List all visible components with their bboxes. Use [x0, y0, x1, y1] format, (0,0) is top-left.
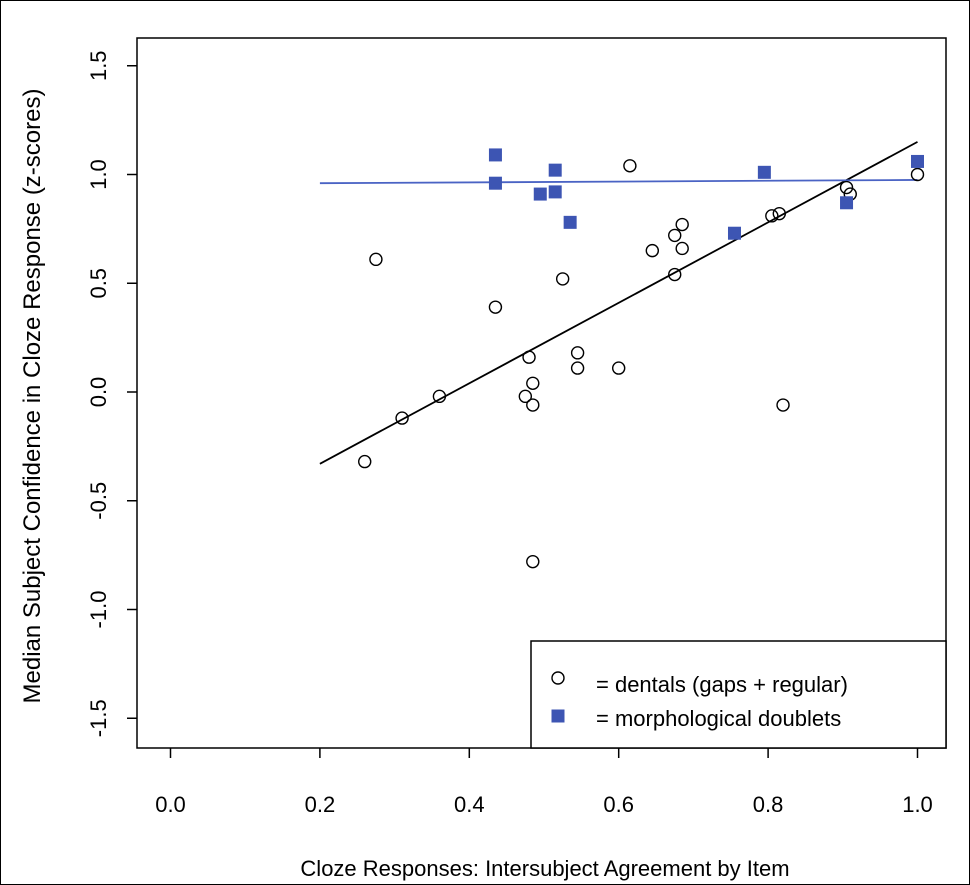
dental-point	[765, 209, 779, 223]
doublet-point	[488, 176, 502, 190]
y-tick-label: 1.0	[86, 159, 111, 190]
dental-point	[675, 217, 689, 232]
y-tick-label: -1.0	[86, 591, 111, 629]
x-tick-label: 0.8	[753, 792, 784, 817]
legend-circle-marker	[551, 671, 565, 685]
dental-point	[432, 389, 447, 404]
dental-point	[555, 272, 570, 286]
dental-point	[369, 252, 383, 267]
dental-point	[526, 376, 540, 390]
dental-point	[570, 361, 585, 375]
dental-point	[675, 241, 689, 256]
doublet-point	[911, 154, 924, 168]
legend: = dentals (gaps + regular) = morphologica…	[530, 640, 947, 749]
dental-point	[358, 454, 372, 469]
doublet-point	[548, 185, 562, 199]
dental-point	[395, 411, 409, 425]
dental-point	[668, 228, 682, 243]
dental-point	[645, 243, 660, 258]
dental-point	[839, 180, 854, 195]
legend-label-dentals: = dentals (gaps + regular)	[596, 672, 848, 697]
dental-point	[526, 554, 540, 569]
y-tick-label: -0.5	[86, 482, 111, 520]
doublet-point	[727, 226, 741, 240]
doublet-point	[840, 196, 854, 210]
y-tick-label: 0.0	[86, 377, 111, 408]
doublet-point	[488, 148, 502, 162]
x-tick-label: 0.6	[603, 792, 634, 817]
y-tick-label: 0.5	[86, 268, 111, 299]
doublet-point	[533, 187, 547, 201]
dental-point	[488, 300, 503, 314]
x-tick-label: 0.0	[155, 792, 186, 817]
dental-point	[522, 350, 536, 364]
dental-point	[772, 206, 787, 221]
y-tick-label: 1.5	[86, 50, 111, 81]
doublet-point	[563, 215, 577, 229]
x-axis: 0.0 0.2 0.4 0.6 0.8 1.0	[155, 748, 933, 817]
legend-square-marker	[551, 709, 565, 723]
dental-point	[910, 167, 925, 182]
x-tick-label: 0.2	[305, 792, 336, 817]
y-axis: -1.5 -1.0 -0.5 0.0 0.5 1.0 1.5	[86, 50, 137, 737]
dental-point	[623, 159, 637, 173]
doublet-point	[757, 165, 771, 179]
fit-lines	[319, 141, 918, 465]
dental-point	[612, 361, 626, 375]
dental-point	[776, 398, 790, 412]
data-points	[358, 148, 925, 569]
legend-label-doublets: = morphological doublets	[596, 706, 841, 731]
x-axis-label: Cloze Responses: Intersubject Agreement …	[300, 856, 789, 881]
x-tick-label: 1.0	[902, 792, 933, 817]
dental-point	[518, 389, 533, 404]
dental-point	[668, 267, 682, 282]
doublets-fit-line	[319, 179, 918, 185]
dental-point	[526, 398, 540, 412]
doublet-point	[548, 163, 562, 177]
dentals-fit-line	[319, 141, 918, 465]
x-tick-label: 0.4	[454, 792, 485, 817]
y-tick-label: -1.5	[86, 699, 111, 737]
y-axis-label: Median Subject Confidence in Cloze Respo…	[19, 89, 46, 704]
legend-box	[530, 640, 947, 749]
dental-point	[570, 346, 585, 360]
